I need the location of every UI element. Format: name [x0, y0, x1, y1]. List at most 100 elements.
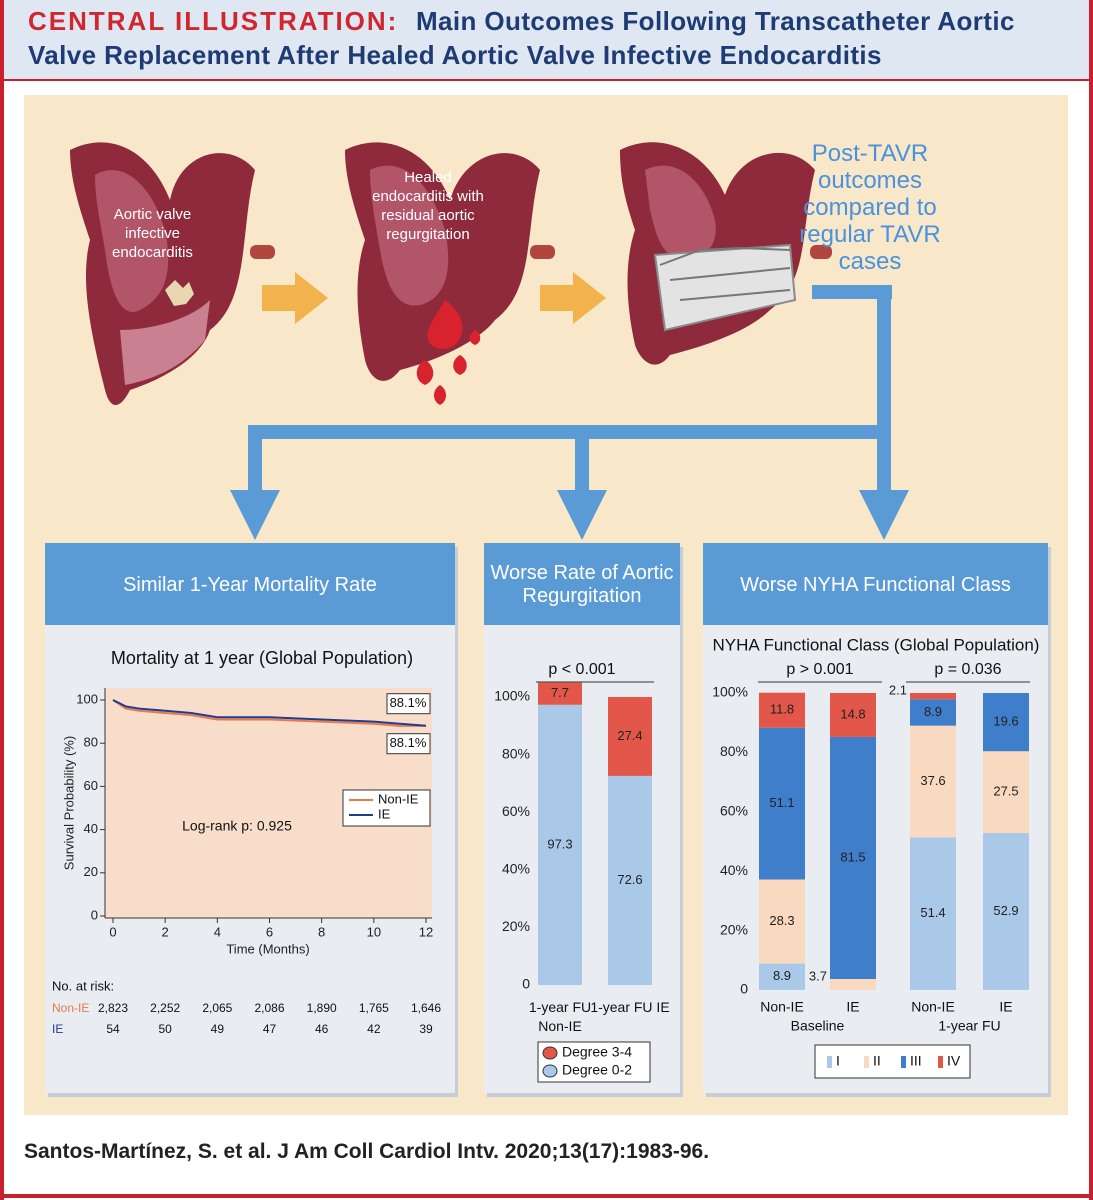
legend-swatch — [827, 1056, 832, 1068]
legend-frame — [814, 1044, 971, 1079]
value-label: 7.7 — [551, 685, 569, 700]
risk-value: 1,890 — [307, 1001, 337, 1015]
bar-segment — [759, 727, 805, 880]
flow-arrow — [540, 272, 606, 324]
survival-line — [112, 699, 427, 727]
illustration-label-box: Post-TAVR outcomes compared to regular T… — [799, 140, 941, 275]
risk-value: 47 — [263, 1022, 277, 1036]
header-band — [0, 0, 1093, 80]
value-label: 19.6 — [993, 714, 1018, 729]
legend-label: Degree 3-4 — [562, 1044, 632, 1060]
y-tick-label: 100% — [494, 688, 530, 704]
illustration-label-box: Healed endocarditis with residual aortic… — [372, 169, 484, 243]
end-label: 88.1% — [390, 695, 427, 710]
bar-segment — [910, 837, 956, 990]
end-label-frame — [386, 693, 431, 715]
x-tick-label: 1-year FU Non-IE — [528, 999, 592, 1034]
bar-segment — [830, 693, 876, 737]
risk-value: 42 — [367, 1022, 381, 1036]
y-tick-label: 20 — [84, 864, 98, 879]
y-tick-label: 80% — [720, 743, 748, 759]
bar-segment — [759, 692, 805, 728]
y-tick-label: 0 — [522, 976, 530, 992]
end-label-frame — [386, 733, 431, 755]
risk-value: 39 — [419, 1022, 433, 1036]
legend-label: IE — [378, 806, 391, 821]
y-tick-label: 60% — [720, 803, 748, 819]
survival-line — [112, 699, 427, 727]
legend-swatch — [864, 1056, 869, 1068]
citation: Santos-Martínez, S. et al. J Am Coll Car… — [24, 1140, 710, 1163]
illustration-label: Healed endocarditis with residual aortic… — [372, 169, 484, 243]
illustration-label-box: Aortic valve infective endocarditis — [112, 206, 193, 261]
chart-title: p < 0.001 — [548, 661, 615, 678]
bar-segment — [983, 832, 1029, 990]
p-value: p = 0.036 — [934, 661, 1001, 678]
value-label: 8.9 — [773, 968, 791, 983]
legend-label: Degree 0-2 — [562, 1062, 632, 1078]
value-label: 81.5 — [840, 849, 865, 864]
x-tick-label: Non-IE — [760, 999, 804, 1015]
legend-frame — [537, 1041, 651, 1083]
legend-frame — [342, 789, 431, 827]
legend-label: I — [836, 1053, 840, 1069]
risk-value: 50 — [158, 1022, 172, 1036]
heart-infective — [70, 142, 275, 405]
heart-healed — [345, 142, 555, 405]
bar-segment — [608, 697, 652, 776]
illustration-label: Post-TAVR outcomes compared to regular T… — [799, 140, 941, 275]
group-label: Baseline — [791, 1018, 845, 1034]
illustration-label: Aortic valve infective endocarditis — [112, 206, 193, 261]
value-label: 27.5 — [993, 783, 1018, 798]
bar-segment — [910, 699, 956, 726]
value-label: 97.3 — [547, 836, 572, 851]
value-label: 51.1 — [769, 795, 794, 810]
value-label: 51.4 — [920, 905, 945, 920]
legend-label: III — [910, 1053, 922, 1069]
y-tick-label: 20% — [720, 921, 748, 937]
header-label: CENTRAL ILLUSTRATION: — [28, 6, 399, 36]
bar-segment — [983, 693, 1029, 752]
y-tick-label: 100% — [712, 684, 748, 700]
p-value: p > 0.001 — [786, 661, 853, 678]
panel-title-box: Similar 1-Year Mortality Rate — [123, 573, 377, 596]
legend-label: Non-IE — [378, 791, 419, 806]
header: CENTRAL ILLUSTRATION: Main Outcomes Foll… — [28, 4, 1078, 72]
panel-title-box: Worse Rate of Aortic Regurgitation — [490, 562, 673, 607]
value-label: 72.6 — [617, 872, 642, 887]
panel-title-box: Worse NYHA Functional Class — [740, 574, 1011, 596]
x-tick-label: 0 — [109, 924, 116, 939]
y-tick-label: 100 — [76, 691, 98, 706]
risk-value: 49 — [211, 1022, 225, 1036]
y-axis-label: Survival Probability (%) — [61, 736, 76, 870]
y-tick-label: 60% — [502, 803, 530, 819]
y-tick-label: 20% — [502, 918, 530, 934]
legend-swatch — [901, 1056, 906, 1068]
panel-title: Similar 1-Year Mortality Rate — [123, 573, 377, 596]
y-tick-label: 40 — [84, 821, 98, 836]
end-label: 88.1% — [390, 735, 427, 750]
risk-row-name: IE — [52, 1022, 63, 1036]
legend-label: IV — [947, 1053, 961, 1069]
legend-label: II — [873, 1053, 881, 1069]
connectors — [230, 285, 909, 540]
bar-segment — [830, 979, 876, 990]
bar-segment — [830, 736, 876, 980]
risk-value: 1,765 — [359, 1001, 389, 1015]
bar-segment — [538, 704, 582, 985]
value-label: 37.6 — [920, 773, 945, 788]
y-tick-label: 40% — [502, 861, 530, 877]
x-tick-label: 6 — [266, 924, 273, 939]
bar-segment — [538, 682, 582, 705]
value-label: 11.8 — [770, 702, 794, 717]
chart-title: NYHA Functional Class (Global Population… — [713, 635, 1040, 654]
risk-value: 2,086 — [254, 1001, 284, 1015]
value-label: 52.9 — [993, 903, 1018, 918]
bar-segment — [759, 963, 805, 990]
legend-swatch — [542, 1064, 558, 1078]
value-label: 8.9 — [924, 704, 942, 719]
group-label: 1-year FU — [938, 1018, 1000, 1034]
bar-segment — [608, 775, 652, 985]
x-tick-label: Non-IE — [911, 999, 955, 1015]
value-label: 3.7 — [809, 968, 827, 983]
